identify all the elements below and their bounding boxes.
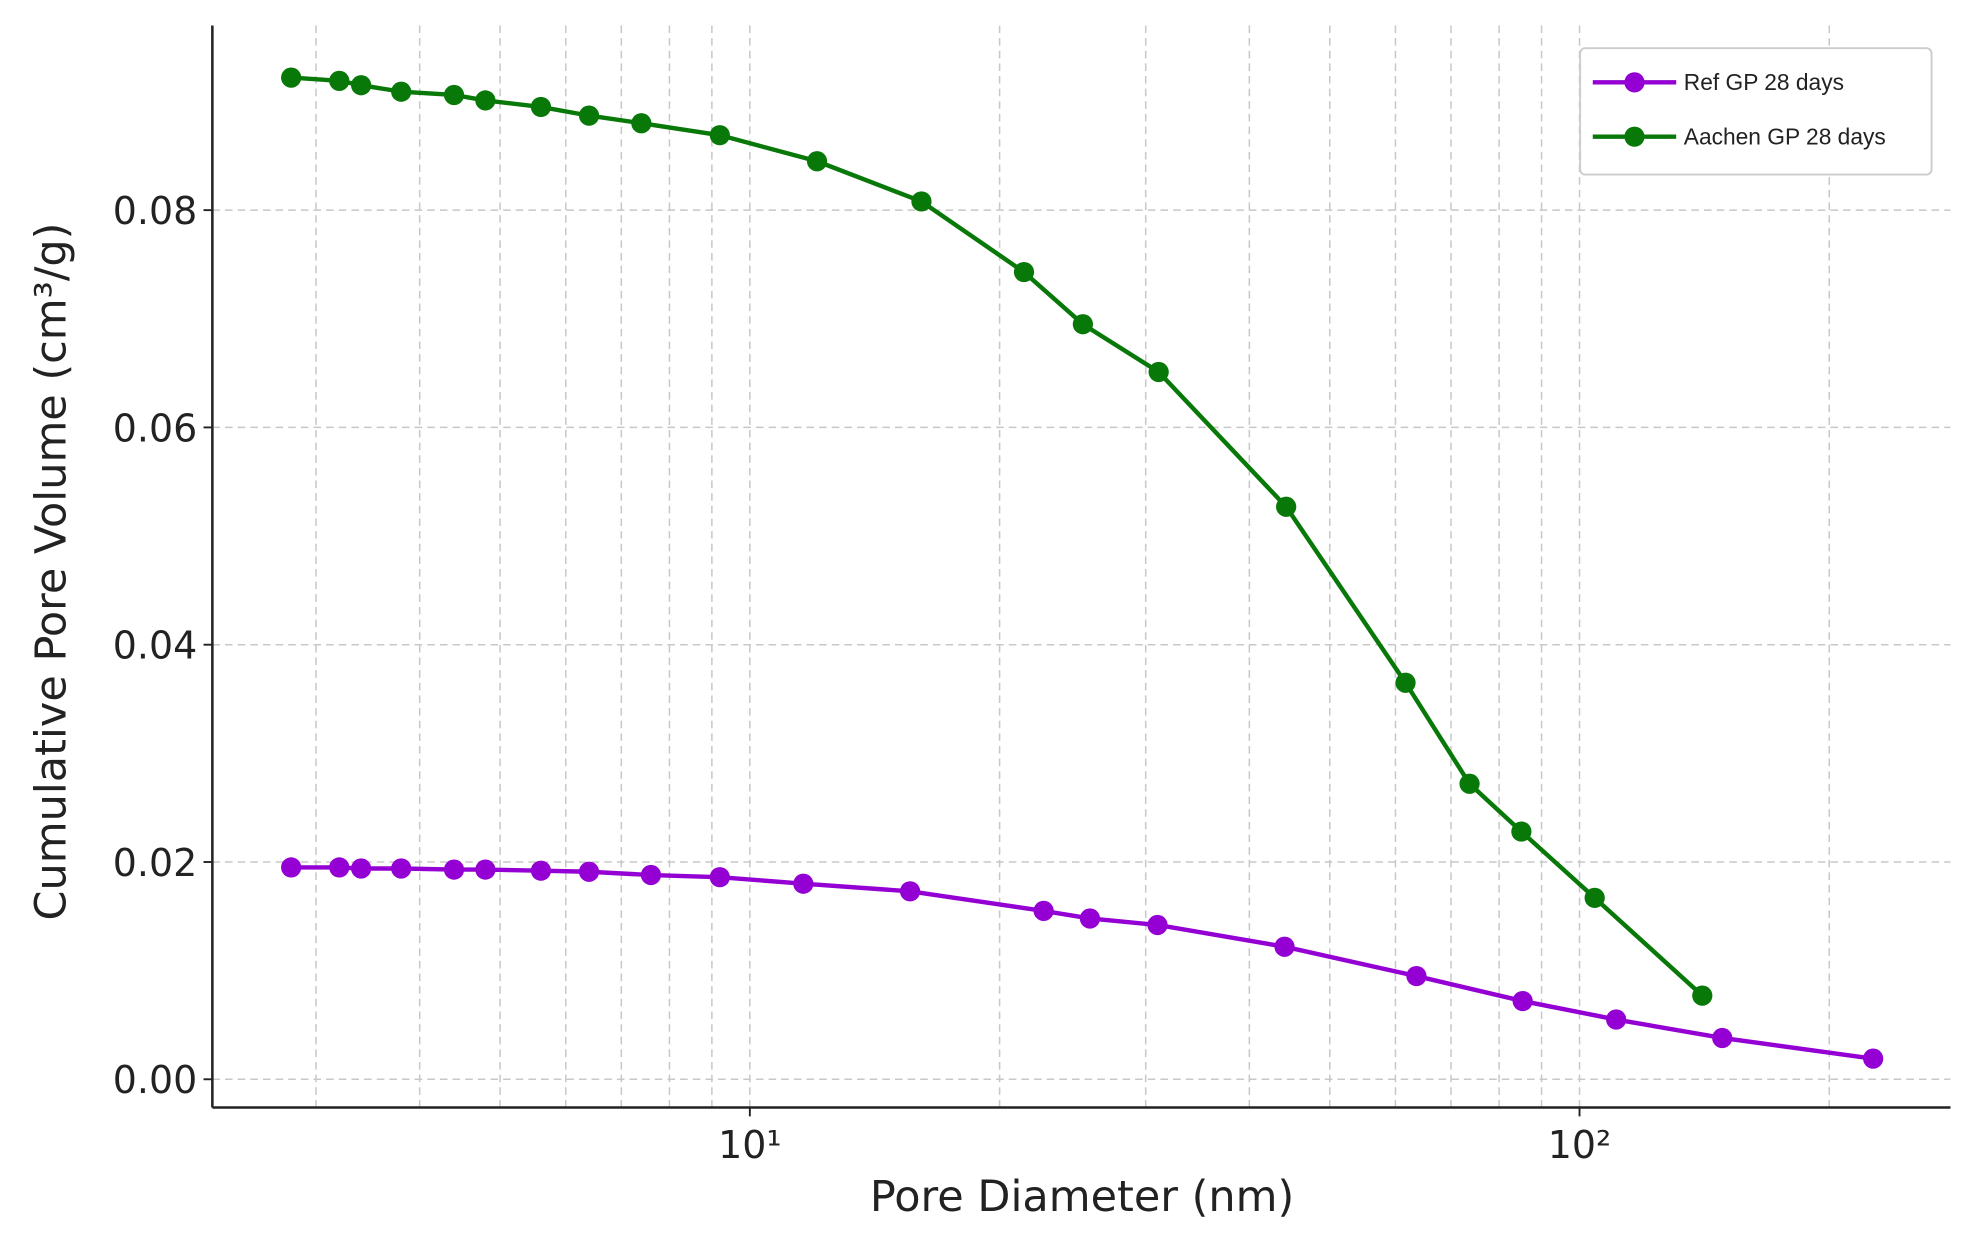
series-line bbox=[291, 75, 1704, 998]
data-point bbox=[475, 90, 496, 111]
y-tick-label: 0.00 bbox=[113, 1058, 197, 1102]
data-point bbox=[1512, 990, 1533, 1012]
data-point bbox=[530, 96, 552, 118]
data-point bbox=[329, 857, 350, 878]
data-point bbox=[391, 858, 412, 879]
data-point bbox=[640, 864, 662, 886]
data-point bbox=[578, 105, 600, 126]
y-tick-label: 0.02 bbox=[113, 841, 197, 885]
data-point bbox=[475, 859, 496, 880]
data-point bbox=[281, 857, 302, 878]
data-point bbox=[911, 191, 932, 212]
legend bbox=[1579, 47, 1933, 176]
data-point bbox=[1395, 672, 1416, 693]
data-point bbox=[1013, 261, 1035, 283]
data-point bbox=[578, 861, 600, 882]
x-axis-label: Pore Diameter (nm) bbox=[870, 1172, 1294, 1222]
data-point bbox=[709, 125, 730, 146]
data-point bbox=[1863, 1048, 1884, 1069]
legend-label: Ref GP 28 days bbox=[1684, 69, 1844, 95]
data-point bbox=[443, 859, 465, 880]
data-point bbox=[329, 70, 350, 91]
data-point bbox=[1079, 908, 1101, 929]
data-point bbox=[1148, 361, 1169, 383]
x-tick-label: 10² bbox=[1548, 1123, 1611, 1167]
data-point bbox=[281, 67, 302, 88]
data-point bbox=[1584, 887, 1605, 908]
data-point bbox=[1072, 314, 1093, 335]
data-point bbox=[1274, 936, 1295, 957]
data-point bbox=[631, 113, 652, 134]
data-point bbox=[1712, 1027, 1733, 1049]
data-point bbox=[530, 860, 552, 881]
data-point bbox=[806, 151, 828, 172]
x-tick-label: 10¹ bbox=[718, 1123, 781, 1167]
data-point bbox=[1033, 900, 1054, 921]
legend-marker bbox=[1624, 126, 1645, 147]
y-tick-label: 0.06 bbox=[113, 406, 197, 450]
legend-label: Aachen GP 28 days bbox=[1684, 123, 1886, 149]
data-point bbox=[1406, 965, 1427, 987]
y-tick-label: 0.04 bbox=[113, 624, 197, 668]
legend-marker bbox=[1624, 72, 1645, 93]
data-point bbox=[1276, 496, 1297, 517]
data-point bbox=[443, 84, 465, 106]
data-point bbox=[1511, 821, 1532, 842]
data-point bbox=[709, 867, 730, 888]
y-axis-label: Cumulative Pore Volume (cm³/g) bbox=[27, 223, 77, 921]
data-point bbox=[1692, 985, 1713, 1006]
data-point bbox=[793, 873, 814, 894]
series-line bbox=[291, 865, 1874, 1061]
data-point bbox=[1459, 773, 1480, 794]
data-point bbox=[899, 881, 921, 902]
data-point bbox=[1606, 1009, 1627, 1030]
data-point bbox=[351, 858, 372, 879]
y-tick-label: 0.08 bbox=[113, 189, 197, 233]
data-point bbox=[351, 75, 372, 96]
data-point bbox=[1147, 914, 1168, 936]
data-point bbox=[391, 81, 412, 102]
